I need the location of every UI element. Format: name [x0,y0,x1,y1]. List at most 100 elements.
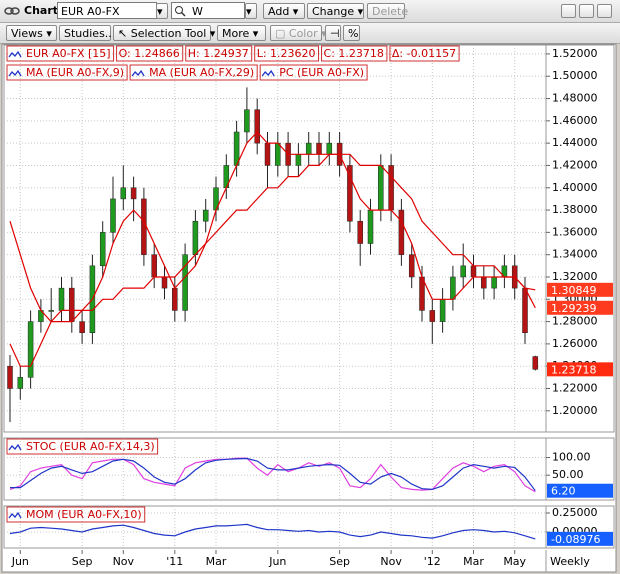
y-tick-label: 1.28000 [552,315,598,328]
y-tick-label: 1.34000 [552,248,598,261]
candle-body [79,321,85,333]
search-icon [175,6,186,17]
candle-body [110,198,116,233]
maximize-button[interactable] [579,4,594,18]
candle-body [244,109,250,133]
value-tag [547,300,613,315]
legend-box [321,45,388,62]
candle-body [460,265,466,278]
candle-body [172,287,178,311]
legend-text: MOM (EUR A0-FX,10) [26,508,142,521]
studies-button[interactable]: Studies... [59,25,115,41]
minimize-button[interactable] [561,4,576,18]
x-tick-label: Jun [268,555,286,568]
toolbar: Chart EUR A0-FX ▾ W ▾ Add ▾ Change ▾ Del… [0,0,620,23]
y-tick-label: 1.50000 [552,69,598,82]
change-button[interactable]: Change ▾ [307,3,364,19]
window-title: Chart [24,4,59,17]
candle-body [48,310,54,312]
panel-frame [3,505,615,549]
legend-icon [8,511,22,519]
color-label: Color [288,27,318,40]
legend-text: EUR A0-FX [15] [26,47,111,60]
value-tag-label: 1.23718 [551,363,597,376]
candle-body [99,232,106,267]
x-tick-label: Sep [329,555,350,568]
candle-body [141,198,147,255]
y-tick-label: 1.52000 [552,47,598,60]
candle-body [429,310,436,322]
candle-body [470,265,477,278]
y-tick-label: 100.00 [552,450,591,463]
delete-button[interactable]: Delete [367,3,408,19]
candle-body [254,109,260,144]
candle-body [58,287,65,311]
candle-body [151,254,157,278]
symbol-input[interactable]: EUR A0-FX [57,2,157,19]
y-tick-label: 1.20000 [552,404,598,417]
pin-button[interactable]: ⊣ [325,25,341,41]
y-tick-label: 1.36000 [552,225,598,238]
candle-body [491,276,497,289]
legend-box [129,64,258,81]
y-tick-label: 1.44000 [552,136,598,149]
value-tag-label: 6.20 [551,485,576,498]
views-button[interactable]: Views ▾ [6,25,57,41]
panel-frame [3,44,615,433]
value-tag-label: 1.30849 [551,284,597,297]
candle-body [388,165,394,211]
period-dropdown[interactable]: ▾ [245,3,257,19]
value-tag [547,531,613,546]
x-tick-label: '11 [166,555,183,568]
legend-box [254,45,320,62]
tool-button[interactable]: ↖ Selection Tool ▾ [113,25,215,41]
toolbar-2: Views ▾ Studies... ↖ Selection Tool ▾ Mo… [0,23,620,44]
candle-body [182,254,188,311]
candle-body [7,365,13,389]
value-tag [547,362,613,377]
legend-box [6,64,128,81]
candle-body [522,287,528,333]
x-tick-label: Jun [11,555,29,568]
more-button[interactable]: More ▾ [217,25,266,41]
candle-body [275,142,281,166]
legend-box [389,45,460,62]
candle-body [326,142,333,155]
views-label: Views [11,27,43,40]
color-button[interactable]: ▢ Color ▾ [270,25,327,41]
x-tick-label: '12 [424,555,441,568]
candle-body [120,187,127,200]
y-tick-label: 1.46000 [552,114,598,127]
period-input[interactable]: W [171,2,245,19]
series-line [9,153,536,323]
more-label: More [222,27,250,40]
candle-body [481,276,487,289]
y-tick-label: 0.25000 [552,506,598,519]
y-tick-label: 1.32000 [552,270,598,283]
legend-text: PC (EUR A0-FX) [279,66,364,79]
legend-text: C: 1.23718 [324,47,384,60]
candle-body [17,377,24,389]
x-tick-label: Nov [113,555,135,568]
link-icon [4,7,20,15]
candle-body [532,356,539,370]
close-button[interactable] [597,4,612,18]
legend-box [6,438,159,455]
legend-icon [8,443,22,451]
candle-body [439,299,446,322]
series-line [9,131,536,367]
candle-body [305,142,312,155]
x-tick-label: Mar [206,555,227,568]
value-tag [547,483,613,498]
percent-button[interactable]: % [343,25,360,41]
legend-text: L: 1.23620 [257,47,316,60]
y-tick-label: 1.48000 [552,92,598,105]
tool-label: Selection Tool [130,27,207,40]
symbol-dropdown[interactable]: ▾ [156,3,168,19]
value-tag-label: 1.29239 [551,302,597,315]
y-tick-label: 1.38000 [552,203,598,216]
series-line [9,457,536,493]
legend-text: O: 1.24866 [119,47,180,60]
y-tick-label: 1.26000 [552,337,598,350]
add-button[interactable]: Add ▾ [263,3,305,19]
